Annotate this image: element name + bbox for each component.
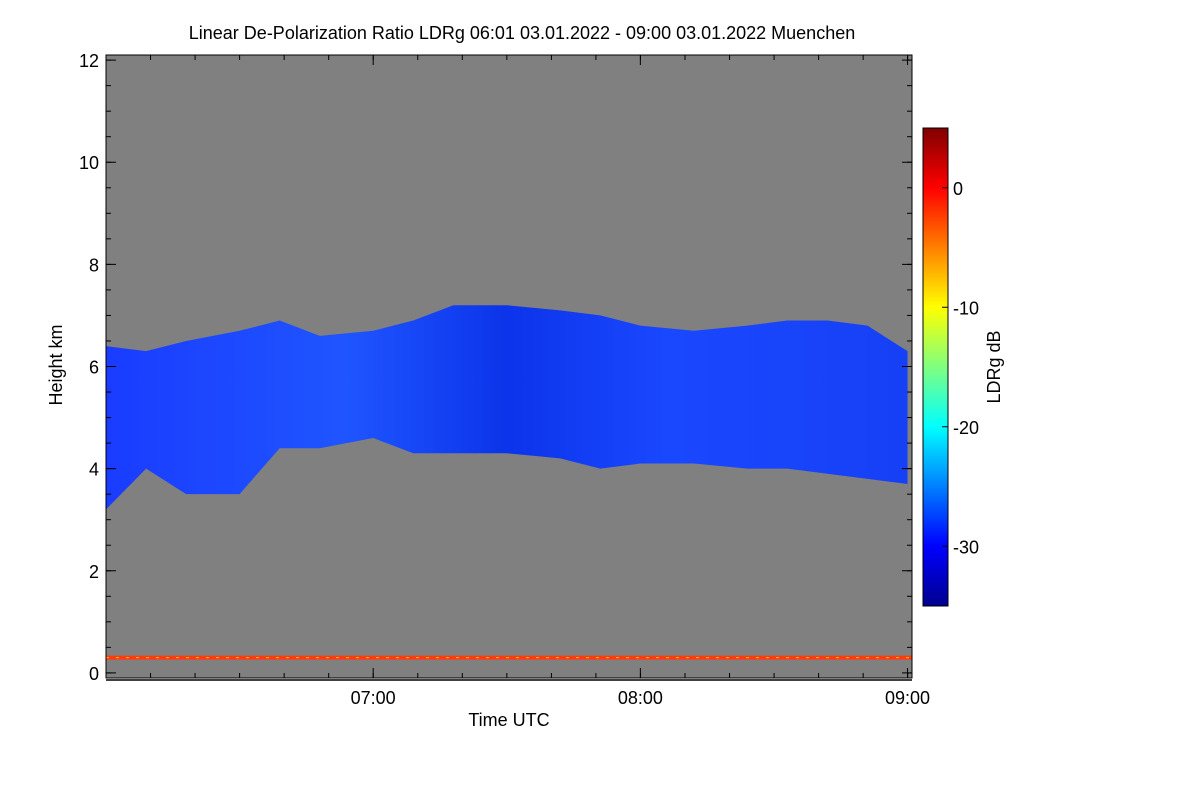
cloud-layer	[106, 305, 908, 510]
colorbar-tick-labels: 0 -10 -20 -30	[953, 179, 979, 558]
y-tick-label: 2	[89, 562, 99, 582]
x-tick-label: 08:00	[618, 688, 663, 708]
x-tick-label: 07:00	[351, 688, 396, 708]
x-tick-label: 09:00	[885, 688, 930, 708]
y-axis-tick-labels: 0 2 4 6 8 10 12	[79, 51, 99, 684]
colorbar-tick-label: -30	[953, 537, 979, 557]
y-tick-label: 12	[79, 51, 99, 71]
colorbar-tick-label: -10	[953, 298, 979, 318]
colorbar-tick-label: 0	[953, 179, 963, 199]
y-tick-label: 0	[89, 664, 99, 684]
chart-title: Linear De-Polarization Ratio LDRg 06:01 …	[189, 23, 855, 43]
x-axis-tick-labels: 07:00 08:00 09:00	[351, 688, 930, 708]
y-axis-ticks	[106, 59, 912, 674]
y-tick-label: 4	[89, 460, 99, 480]
y-tick-label: 10	[79, 153, 99, 173]
y-tick-label: 8	[89, 255, 99, 275]
y-tick-label: 6	[89, 358, 99, 378]
colorbar-ticks	[942, 187, 948, 547]
colorbar	[922, 127, 949, 607]
y-axis-label: Height km	[46, 324, 66, 405]
x-axis-ticks	[105, 55, 909, 678]
x-axis-label: Time UTC	[468, 710, 549, 730]
colorbar-label: LDRg dB	[984, 330, 1004, 403]
colorbar-tick-label: -20	[953, 418, 979, 438]
